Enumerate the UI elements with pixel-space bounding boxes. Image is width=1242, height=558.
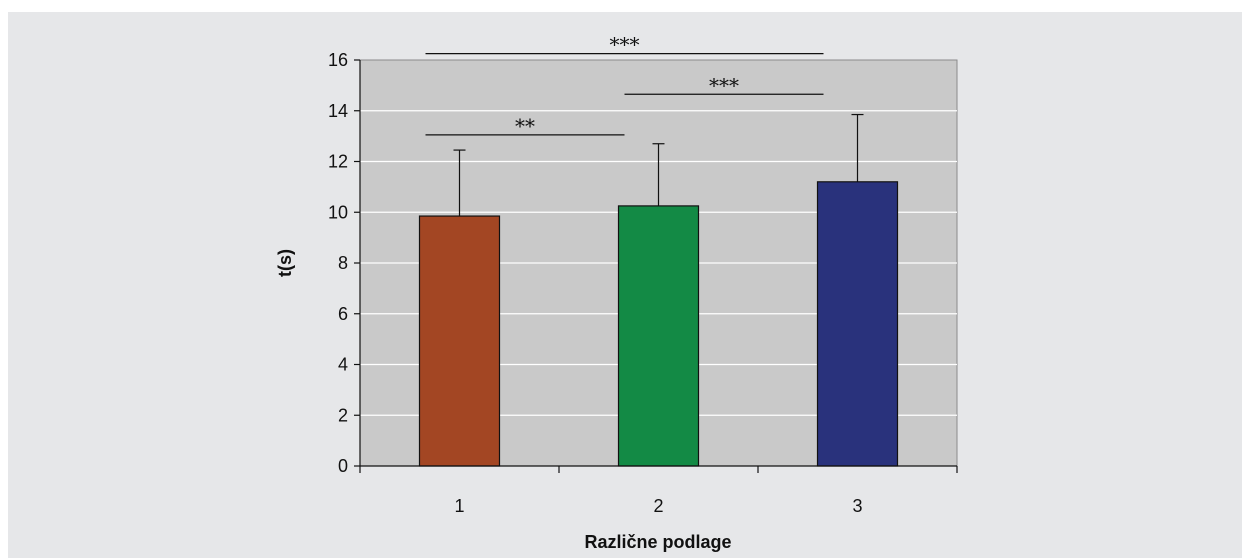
x-tick-label-3: 3 [852, 496, 862, 516]
bar-1 [418, 215, 501, 467]
y-tick-label-10: 10 [328, 202, 348, 222]
y-tick-label-0: 0 [338, 456, 348, 476]
significance-label-2: *** [709, 73, 739, 97]
y-tick-label-8: 8 [338, 253, 348, 273]
y-tick-label-12: 12 [328, 152, 348, 172]
x-axis-label: Različne podlage [584, 532, 731, 552]
x-tick-label-1: 1 [454, 496, 464, 516]
y-tick-labels: 0 2 4 6 8 10 12 14 16 [328, 50, 348, 476]
x-tick-labels: 1 2 3 [454, 496, 862, 516]
axes [354, 59, 958, 473]
bar-3 [816, 181, 899, 467]
y-tick-label-6: 6 [338, 304, 348, 324]
significance-label-3: *** [610, 33, 640, 57]
y-tick-label-2: 2 [338, 405, 348, 425]
y-tick-label-14: 14 [328, 101, 348, 121]
error-bars [453, 113, 864, 217]
y-tick-label-4: 4 [338, 355, 348, 375]
significance-brackets: ******** [425, 33, 824, 138]
x-tick-label-2: 2 [653, 496, 663, 516]
bars [418, 181, 899, 467]
significance-label-1: ** [515, 114, 535, 138]
bar-2 [617, 205, 700, 467]
y-axis-label: t(s) [275, 249, 295, 277]
y-tick-label-16: 16 [328, 50, 348, 70]
